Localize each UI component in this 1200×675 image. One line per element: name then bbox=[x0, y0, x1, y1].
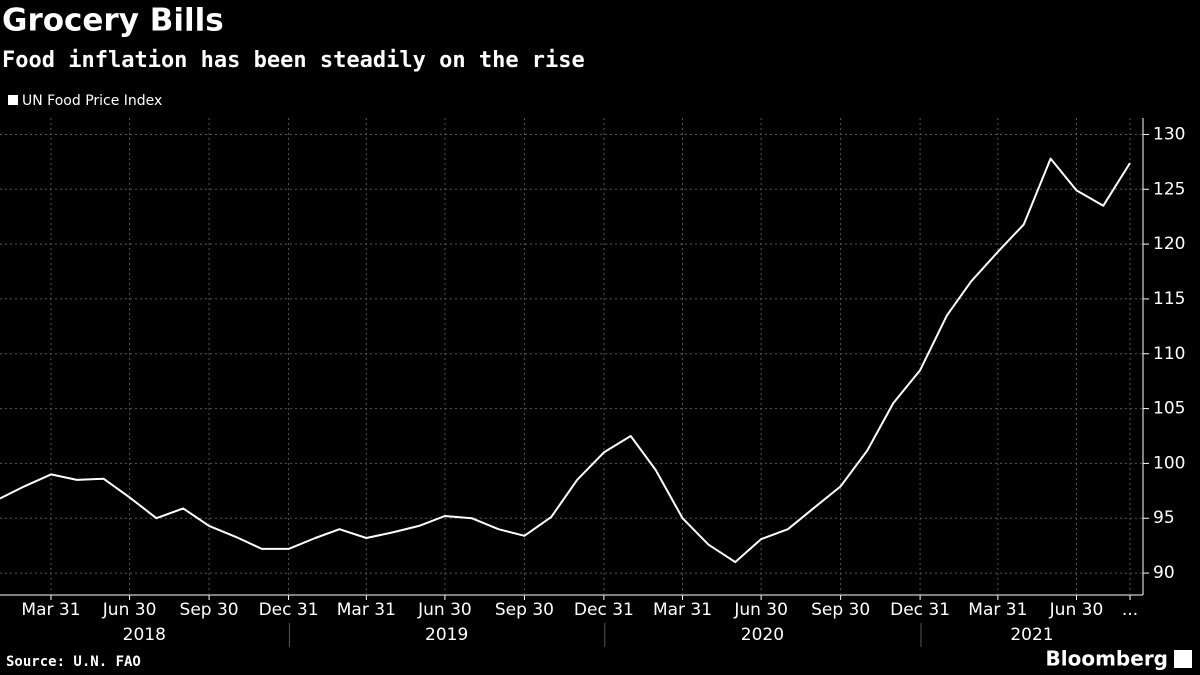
y-tick-label: 95 bbox=[1153, 508, 1175, 528]
y-tick-label: 115 bbox=[1153, 289, 1185, 309]
y-tick-label: 125 bbox=[1153, 179, 1185, 199]
chart-title: Grocery Bills bbox=[2, 3, 224, 39]
x-tick-label: Dec 31 bbox=[890, 600, 950, 620]
x-tick-label: Sep 30 bbox=[495, 600, 554, 620]
x-tick-label: Jun 30 bbox=[733, 600, 788, 620]
x-tick-label: Mar 31 bbox=[337, 600, 396, 620]
y-tick-label: 100 bbox=[1153, 453, 1185, 473]
source: Source: U.N. FAO bbox=[6, 654, 141, 670]
x-tick-label: Jun 30 bbox=[102, 600, 157, 620]
year-label: 2020 bbox=[741, 625, 784, 645]
y-tick-label: 90 bbox=[1153, 563, 1175, 583]
year-label: 2019 bbox=[425, 625, 468, 645]
x-tick-label: Sep 30 bbox=[180, 600, 239, 620]
x-tick-label: ... bbox=[1122, 600, 1138, 620]
x-tick-label: Jun 30 bbox=[417, 600, 472, 620]
y-tick-label: 105 bbox=[1153, 399, 1185, 419]
data-line bbox=[0, 157, 1131, 564]
x-tick-label: Mar 31 bbox=[653, 600, 712, 620]
y-tick-label: 130 bbox=[1153, 124, 1185, 144]
x-tick-label: Mar 31 bbox=[21, 600, 80, 620]
brand: Bloomberg bbox=[1046, 647, 1168, 671]
y-tick-label: 120 bbox=[1153, 234, 1185, 254]
brand-icon bbox=[1174, 650, 1192, 668]
y-tick-label: 110 bbox=[1153, 344, 1185, 364]
chart-subtitle: Food inflation has been steadily on the … bbox=[2, 48, 585, 73]
x-tick-label: Sep 30 bbox=[811, 600, 870, 620]
year-label: 2018 bbox=[123, 625, 166, 645]
legend-swatch bbox=[8, 95, 18, 105]
x-tick-label: Mar 31 bbox=[968, 600, 1027, 620]
x-tick-label: Jun 30 bbox=[1049, 600, 1104, 620]
legend-label: UN Food Price Index bbox=[22, 93, 162, 109]
x-tick-label: Dec 31 bbox=[259, 600, 319, 620]
x-tick-label: Dec 31 bbox=[574, 600, 634, 620]
year-label: 2021 bbox=[1010, 625, 1053, 645]
